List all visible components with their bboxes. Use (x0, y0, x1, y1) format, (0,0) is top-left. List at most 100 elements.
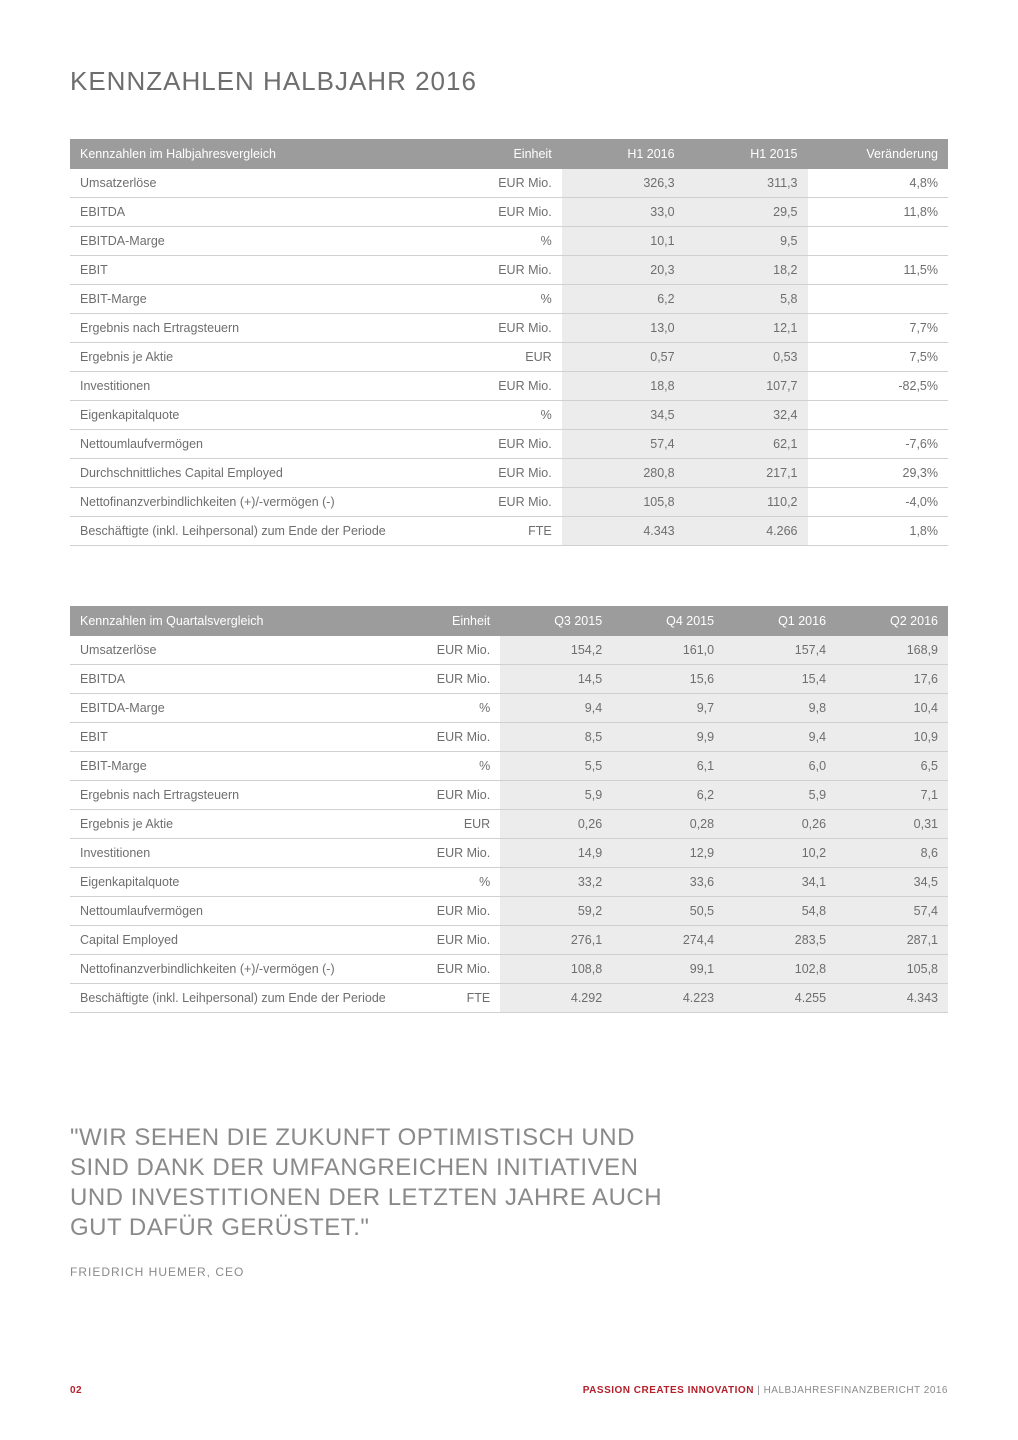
cell: 33,6 (612, 868, 724, 897)
cell: % (404, 694, 501, 723)
cell: FTE (404, 984, 501, 1013)
cell: 12,9 (612, 839, 724, 868)
cell: 8,5 (500, 723, 612, 752)
cell: 110,2 (685, 488, 808, 517)
cell: 5,9 (724, 781, 836, 810)
table-row: Capital EmployedEUR Mio.276,1274,4283,52… (70, 926, 948, 955)
cell (808, 227, 949, 256)
cell: EUR (404, 810, 501, 839)
cell: Investitionen (70, 839, 404, 868)
cell: 0,28 (612, 810, 724, 839)
cell: Nettoumlaufvermögen (70, 430, 456, 459)
cell: EUR Mio. (404, 926, 501, 955)
table-row: EBITEUR Mio.8,59,99,410,9 (70, 723, 948, 752)
cell: 10,4 (836, 694, 948, 723)
column-header: Q3 2015 (500, 606, 612, 636)
cell: 0,26 (724, 810, 836, 839)
quote-attribution: FRIEDRICH HUEMER, CEO (70, 1265, 948, 1279)
cell: EUR Mio. (456, 256, 561, 285)
cell: Umsatzerlöse (70, 636, 404, 665)
cell: 15,6 (612, 665, 724, 694)
cell: EUR Mio. (456, 488, 561, 517)
table-row: Ergebnis je AktieEUR0,570,537,5% (70, 343, 948, 372)
cell: 57,4 (562, 430, 685, 459)
table-row: Nettofinanzverbindlichkeiten (+)/-vermög… (70, 488, 948, 517)
table-row: EBITDA-Marge%9,49,79,810,4 (70, 694, 948, 723)
cell: 54,8 (724, 897, 836, 926)
cell: 5,5 (500, 752, 612, 781)
cell: 4.343 (836, 984, 948, 1013)
cell: 7,5% (808, 343, 949, 372)
cell: 14,5 (500, 665, 612, 694)
cell: 18,2 (685, 256, 808, 285)
table-row: UmsatzerlöseEUR Mio.154,2161,0157,4168,9 (70, 636, 948, 665)
cell: 10,2 (724, 839, 836, 868)
cell: 50,5 (612, 897, 724, 926)
cell: 11,8% (808, 198, 949, 227)
table-row: NettoumlaufvermögenEUR Mio.59,250,554,85… (70, 897, 948, 926)
cell: 13,0 (562, 314, 685, 343)
cell: Nettofinanzverbindlichkeiten (+)/-vermög… (70, 488, 456, 517)
cell: -7,6% (808, 430, 949, 459)
cell: 108,8 (500, 955, 612, 984)
quartal-table: Kennzahlen im QuartalsvergleichEinheitQ3… (70, 606, 948, 1013)
cell: EUR Mio. (404, 955, 501, 984)
cell: 107,7 (685, 372, 808, 401)
table-row: Beschäftigte (inkl. Leihpersonal) zum En… (70, 517, 948, 546)
cell: 287,1 (836, 926, 948, 955)
cell: EBITDA-Marge (70, 227, 456, 256)
cell: 4.223 (612, 984, 724, 1013)
cell: EBIT-Marge (70, 752, 404, 781)
cell: 274,4 (612, 926, 724, 955)
cell: Nettofinanzverbindlichkeiten (+)/-vermög… (70, 955, 404, 984)
cell: Eigenkapitalquote (70, 401, 456, 430)
halbjahr-table: Kennzahlen im HalbjahresvergleichEinheit… (70, 139, 948, 546)
cell: 14,9 (500, 839, 612, 868)
cell: 10,9 (836, 723, 948, 752)
cell: 6,2 (562, 285, 685, 314)
footer-text: PASSION CREATES INNOVATION | HALBJAHRESF… (583, 1385, 948, 1396)
cell: Ergebnis je Aktie (70, 343, 456, 372)
cell: 9,4 (500, 694, 612, 723)
cell: EBITDA-Marge (70, 694, 404, 723)
cell: 29,5 (685, 198, 808, 227)
table-row: EBITDAEUR Mio.33,029,511,8% (70, 198, 948, 227)
cell: 168,9 (836, 636, 948, 665)
cell: 6,5 (836, 752, 948, 781)
cell: 5,8 (685, 285, 808, 314)
cell: Durchschnittliches Capital Employed (70, 459, 456, 488)
cell: 0,31 (836, 810, 948, 839)
cell: Umsatzerlöse (70, 169, 456, 198)
cell: 4.266 (685, 517, 808, 546)
ceo-quote: "WIR SEHEN DIE ZUKUNFT OPTIMISTISCH UND … (70, 1123, 690, 1243)
cell: 8,6 (836, 839, 948, 868)
table-row: EBITEUR Mio.20,318,211,5% (70, 256, 948, 285)
table-row: InvestitionenEUR Mio.18,8107,7-82,5% (70, 372, 948, 401)
column-header: Kennzahlen im Halbjahresvergleich (70, 139, 456, 169)
cell: 0,57 (562, 343, 685, 372)
cell: EUR Mio. (404, 781, 501, 810)
cell: EUR Mio. (404, 897, 501, 926)
cell: 17,6 (836, 665, 948, 694)
cell: Beschäftigte (inkl. Leihpersonal) zum En… (70, 517, 456, 546)
cell: Ergebnis nach Ertragsteuern (70, 781, 404, 810)
table-row: EBIT-Marge%5,56,16,06,5 (70, 752, 948, 781)
column-header: Einheit (456, 139, 561, 169)
cell: 34,5 (562, 401, 685, 430)
cell: 6,0 (724, 752, 836, 781)
cell: 10,1 (562, 227, 685, 256)
column-header: Q1 2016 (724, 606, 836, 636)
table-row: Ergebnis nach ErtragsteuernEUR Mio. 5,96,… (70, 781, 948, 810)
cell: 34,1 (724, 868, 836, 897)
cell: Eigenkapitalquote (70, 868, 404, 897)
column-header: Einheit (404, 606, 501, 636)
cell: 7,7% (808, 314, 949, 343)
table-row: Nettofinanzverbindlichkeiten (+)/-vermög… (70, 955, 948, 984)
cell: 9,9 (612, 723, 724, 752)
cell: 7,1 (836, 781, 948, 810)
footer-sep: | (754, 1385, 764, 1396)
cell: Ergebnis je Aktie (70, 810, 404, 839)
cell: 6,2 (612, 781, 724, 810)
cell: % (404, 868, 501, 897)
page-title: KENNZAHLEN HALBJAHR 2016 (70, 66, 948, 97)
